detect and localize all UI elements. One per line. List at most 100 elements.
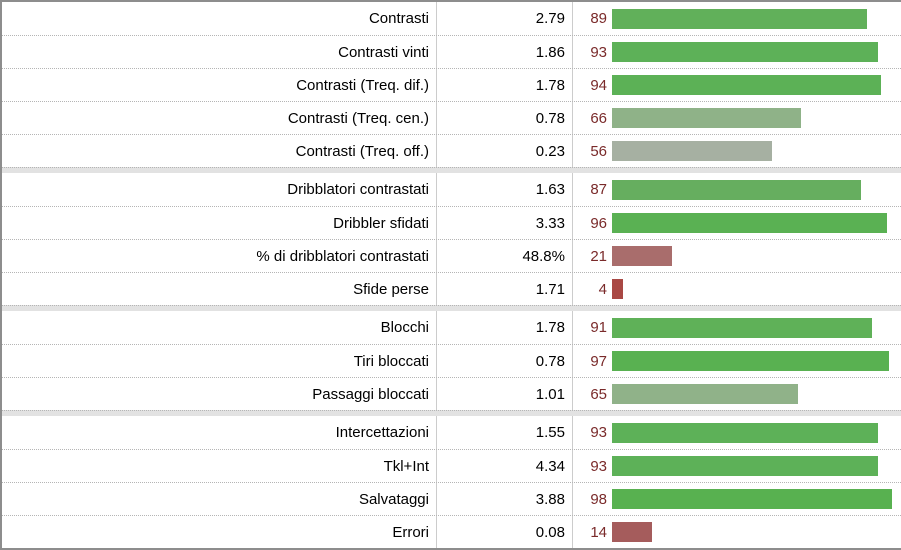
percentile-bar-cell bbox=[609, 102, 901, 134]
percentile-bar-cell bbox=[609, 69, 901, 101]
percentile-bar-cell bbox=[609, 450, 901, 482]
stat-label: Contrasti (Treq. cen.) bbox=[2, 102, 437, 134]
table-row: Contrasti (Treq. off.) 0.23 56 bbox=[2, 134, 901, 167]
percentile-bar bbox=[612, 108, 801, 128]
percentile-bar-cell bbox=[609, 345, 901, 377]
stat-label: Salvataggi bbox=[2, 483, 437, 515]
percentile-bar-cell bbox=[609, 135, 901, 167]
percentile-bar bbox=[612, 213, 887, 233]
stat-label: % di dribblatori contrastati bbox=[2, 240, 437, 272]
percentile-value: 89 bbox=[590, 10, 607, 27]
percentile-bar-cell bbox=[609, 2, 901, 35]
percentile-bar bbox=[612, 422, 878, 443]
table-row: Blocchi 1.78 91 bbox=[2, 311, 901, 344]
stat-label: Contrasti bbox=[2, 2, 437, 35]
stat-group: Intercettazioni 1.55 93 Tkl+Int 4.34 93 Salvat… bbox=[2, 416, 901, 548]
percentile-value: 93 bbox=[590, 424, 607, 441]
percentile-value: 96 bbox=[590, 214, 607, 232]
table-row: Dribbler sfidati 3.33 96 bbox=[2, 206, 901, 239]
stat-value: 1.86 bbox=[437, 36, 573, 68]
percentile-bar bbox=[612, 279, 624, 299]
percentile-bar bbox=[612, 489, 893, 509]
percentile-bar bbox=[612, 351, 890, 371]
percentile-value: 93 bbox=[590, 43, 607, 61]
percentile-bar-cell bbox=[609, 173, 901, 206]
percentile-value: 93 bbox=[590, 457, 607, 475]
percentile-bar bbox=[612, 317, 873, 338]
group-separator bbox=[2, 305, 901, 311]
percentile-value: 21 bbox=[590, 247, 607, 265]
percentile-bar-cell bbox=[609, 311, 901, 344]
stat-value: 1.63 bbox=[437, 173, 573, 206]
stat-label: Blocchi bbox=[2, 311, 437, 344]
table-row: Contrasti (Treq. cen.) 0.78 66 bbox=[2, 101, 901, 134]
percentile-bar-cell bbox=[609, 207, 901, 239]
percentile-bar-cell bbox=[609, 378, 901, 410]
stat-label: Contrasti vinti bbox=[2, 36, 437, 68]
table-row: % di dribblatori contrastati 48.8% 21 bbox=[2, 239, 901, 272]
table-row: Sfide perse 1.71 4 bbox=[2, 272, 901, 305]
stat-label: Sfide perse bbox=[2, 273, 437, 305]
stat-label: Contrasti (Treq. dif.) bbox=[2, 69, 437, 101]
percentile-bar bbox=[612, 384, 798, 404]
percentile-bar bbox=[612, 8, 867, 29]
stat-label: Intercettazioni bbox=[2, 416, 437, 449]
stat-value: 2.79 bbox=[437, 2, 573, 35]
table-row: Tkl+Int 4.34 93 bbox=[2, 449, 901, 482]
stat-value: 0.78 bbox=[437, 345, 573, 377]
stat-group: Blocchi 1.78 91 Tiri bloccati 0.78 97 Passaggi… bbox=[2, 311, 901, 410]
percentile-bar bbox=[612, 179, 861, 200]
percentile-value: 65 bbox=[590, 385, 607, 403]
percentile-value: 66 bbox=[590, 109, 607, 127]
percentile-bar bbox=[612, 141, 773, 161]
percentile-value: 4 bbox=[598, 280, 607, 298]
table-row: Intercettazioni 1.55 93 bbox=[2, 416, 901, 449]
stat-group: Contrasti 2.79 89 Contrasti vinti 1.86 93 Cont… bbox=[2, 2, 901, 167]
percentile-value: 56 bbox=[590, 142, 607, 160]
stat-value: 1.78 bbox=[437, 69, 573, 101]
percentile-bar-cell bbox=[609, 516, 901, 548]
percentile-bar-cell bbox=[609, 36, 901, 68]
stat-label: Tiri bloccati bbox=[2, 345, 437, 377]
stat-label: Passaggi bloccati bbox=[2, 378, 437, 410]
stat-value: 0.78 bbox=[437, 102, 573, 134]
stat-value: 0.08 bbox=[437, 516, 573, 548]
percentile-bar bbox=[612, 456, 878, 476]
percentile-bar bbox=[612, 42, 878, 62]
stat-value: 4.34 bbox=[437, 450, 573, 482]
percentile-value: 87 bbox=[590, 181, 607, 198]
stat-label: Errori bbox=[2, 516, 437, 548]
stat-value: 1.01 bbox=[437, 378, 573, 410]
percentile-bar-cell bbox=[609, 273, 901, 305]
table-row: Errori 0.08 14 bbox=[2, 515, 901, 548]
percentile-bar bbox=[612, 522, 653, 542]
table-row: Contrasti vinti 1.86 93 bbox=[2, 35, 901, 68]
table-row: Contrasti (Treq. dif.) 1.78 94 bbox=[2, 68, 901, 101]
stat-label: Contrasti (Treq. off.) bbox=[2, 135, 437, 167]
table-row: Contrasti 2.79 89 bbox=[2, 2, 901, 35]
table-row: Salvataggi 3.88 98 bbox=[2, 482, 901, 515]
stat-value: 1.71 bbox=[437, 273, 573, 305]
stat-value: 3.88 bbox=[437, 483, 573, 515]
percentile-value: 97 bbox=[590, 352, 607, 370]
stat-group: Dribblatori contrastati 1.63 87 Dribbler sf… bbox=[2, 173, 901, 305]
table-row: Tiri bloccati 0.78 97 bbox=[2, 344, 901, 377]
stat-label: Dribbler sfidati bbox=[2, 207, 437, 239]
table-row: Passaggi bloccati 1.01 65 bbox=[2, 377, 901, 410]
percentile-bar-cell bbox=[609, 240, 901, 272]
stat-value: 1.78 bbox=[437, 311, 573, 344]
percentile-value: 94 bbox=[590, 76, 607, 94]
group-separator bbox=[2, 167, 901, 173]
percentile-bar bbox=[612, 246, 673, 266]
stat-value: 0.23 bbox=[437, 135, 573, 167]
percentile-bar-cell bbox=[609, 483, 901, 515]
percentile-value: 98 bbox=[590, 490, 607, 508]
stat-label: Dribblatori contrastati bbox=[2, 173, 437, 206]
stat-value: 3.33 bbox=[437, 207, 573, 239]
group-separator bbox=[2, 410, 901, 416]
percentile-bar-cell bbox=[609, 416, 901, 449]
percentile-value: 91 bbox=[590, 319, 607, 336]
stat-value: 48.8% bbox=[437, 240, 573, 272]
percentile-value: 14 bbox=[590, 523, 607, 541]
